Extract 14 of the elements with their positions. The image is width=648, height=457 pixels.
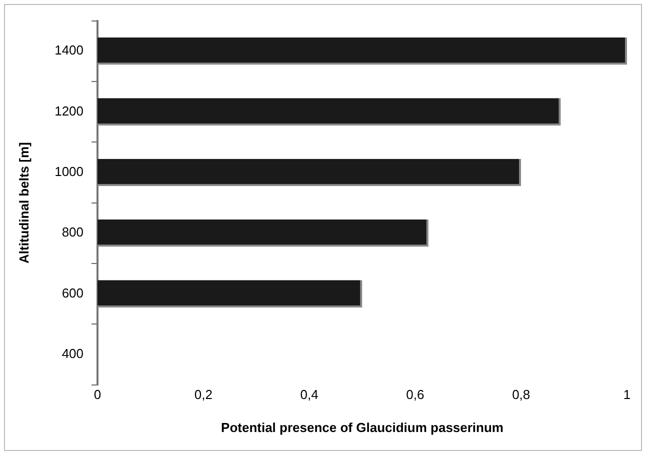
x-tick-label: 0,2 bbox=[194, 387, 212, 402]
x-tick-label: 0 bbox=[94, 387, 102, 402]
y-tick-label: 400 bbox=[62, 346, 84, 362]
y-tick-label: 1200 bbox=[54, 103, 84, 118]
y-tick-label: 600 bbox=[62, 285, 84, 300]
y-axis-title: Altitudinal belts [m] bbox=[16, 142, 32, 264]
x-tick-label: 1 bbox=[623, 387, 631, 402]
y-tick-label: 1400 bbox=[54, 42, 84, 58]
y-tick-label: 800 bbox=[62, 224, 84, 240]
x-tick-label: 0,4 bbox=[300, 387, 318, 402]
x-axis-title: Potential presence of Glaucidium passerinum bbox=[221, 420, 504, 435]
x-tick-label: 0,8 bbox=[512, 387, 530, 402]
y-tick-label: 1000 bbox=[54, 164, 84, 180]
x-tick-label: 0,6 bbox=[406, 387, 424, 402]
